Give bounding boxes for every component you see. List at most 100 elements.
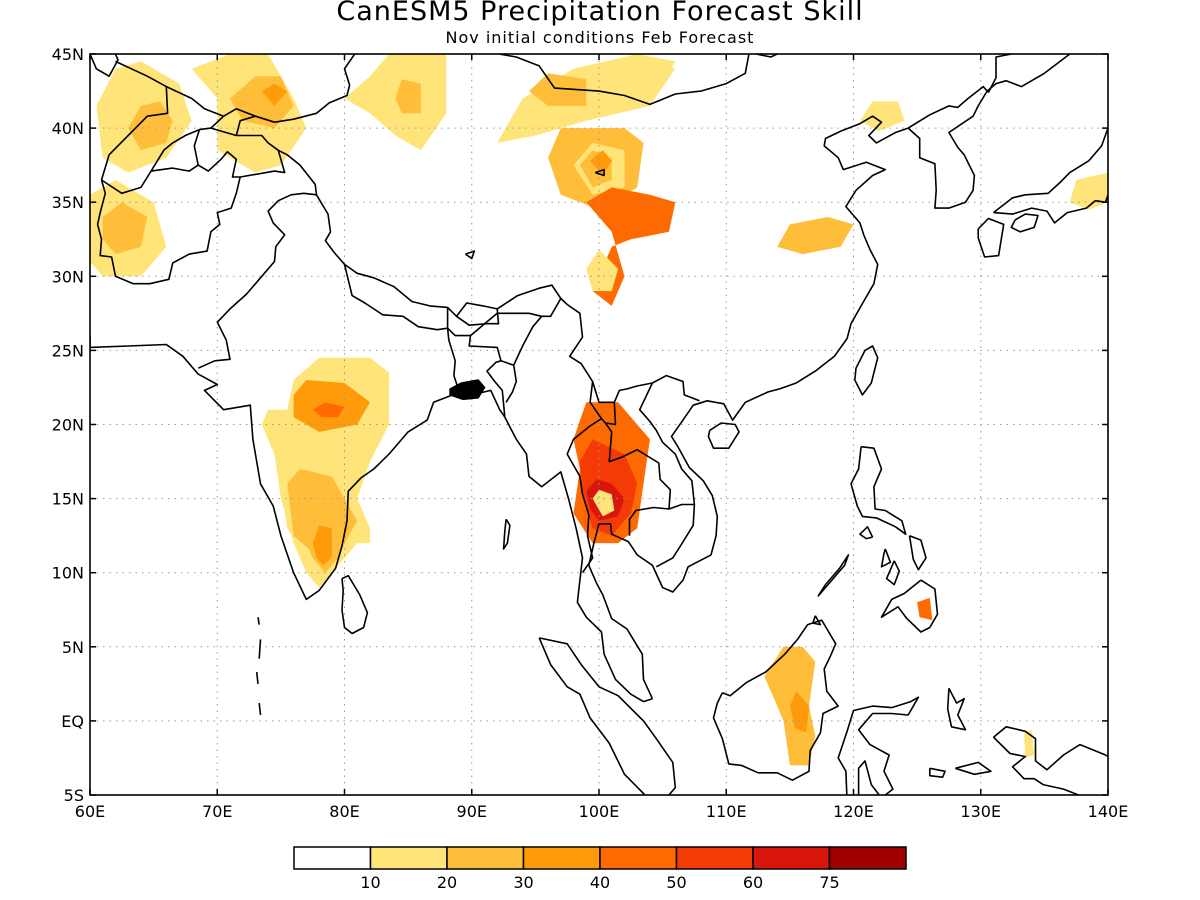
skill-region xyxy=(312,402,345,418)
coastline-segment xyxy=(907,54,1071,209)
coastline-segment xyxy=(907,85,990,129)
lon-tick-label: 110E xyxy=(706,802,747,821)
coastline-segment xyxy=(504,416,653,703)
coastline-segment xyxy=(880,548,892,568)
coastline-segment xyxy=(494,54,780,106)
colorbar-label: 60 xyxy=(743,873,763,892)
lon-tick-label: 130E xyxy=(960,802,1001,821)
skill-region xyxy=(590,150,612,176)
coastline-segment xyxy=(446,328,462,396)
lon-tick-label: 120E xyxy=(833,802,874,821)
coastline-segment xyxy=(850,445,907,536)
colorbar: 10 20 30 40 50 60 75 xyxy=(293,846,907,892)
colorbar-label: 20 xyxy=(437,873,457,892)
colorbar-label: 40 xyxy=(590,873,610,892)
coastline-segment xyxy=(589,381,617,426)
skill-region xyxy=(859,101,905,132)
lat-tick-label: 35N xyxy=(52,193,84,212)
coastline-segment xyxy=(955,761,992,776)
coastline-segment xyxy=(928,767,946,779)
skill-region xyxy=(586,249,619,292)
coastline-segment xyxy=(193,129,201,166)
map-title: CanESM5 Precipitation Forecast Skill xyxy=(336,0,864,27)
lat-tick-label: 5N xyxy=(62,638,84,657)
coastline-segment xyxy=(638,382,696,505)
skill-region xyxy=(395,79,421,114)
coastline-segment xyxy=(456,308,500,327)
colorbar-swatch xyxy=(752,846,831,870)
coastline-segment xyxy=(343,264,449,331)
colorbar-swatch xyxy=(369,846,448,870)
coastline-segment xyxy=(90,343,506,601)
lat-tick-label: 25N xyxy=(52,341,84,360)
coastline-segment xyxy=(587,115,909,700)
coastline-segment xyxy=(449,379,486,401)
coastline-segment xyxy=(277,149,318,195)
coastline-segment xyxy=(469,298,562,337)
coastline-segment xyxy=(500,360,518,403)
coastline-segment xyxy=(258,639,262,659)
lat-tick-label: 15N xyxy=(52,490,84,509)
skill-region xyxy=(1069,172,1108,210)
coastline-segment xyxy=(255,671,259,684)
lon-tick-label: 140E xyxy=(1088,802,1129,821)
skill-region xyxy=(777,217,854,255)
skill-region xyxy=(611,54,676,84)
skill-region xyxy=(789,691,809,733)
skill-region xyxy=(261,83,288,106)
coastline-segment xyxy=(566,417,602,574)
coastline-segment xyxy=(859,525,874,540)
coastline-segment xyxy=(257,617,260,625)
coastline-segment xyxy=(538,637,677,795)
lon-tick-label: 100E xyxy=(579,802,620,821)
coastline-segment xyxy=(885,560,901,586)
lat-tick-label: 45N xyxy=(52,45,84,64)
coastline-segment xyxy=(817,554,850,597)
lat-tick-label: 20N xyxy=(52,416,84,435)
colorbar-label: 75 xyxy=(819,873,839,892)
colorbar-swatch xyxy=(446,846,525,870)
coastline-segment xyxy=(712,619,840,782)
coastline-segment xyxy=(993,127,1108,214)
coastline-segment xyxy=(707,422,740,450)
lon-tick-label: 60E xyxy=(75,802,105,821)
skill-region xyxy=(592,489,615,517)
coastline-segment xyxy=(993,194,1108,224)
lat-tick-label: 30N xyxy=(52,267,84,286)
coastline-segment xyxy=(197,192,317,369)
colorbar-label: 10 xyxy=(360,873,380,892)
axis-ticks: 60E 70E 80E 90E 100E 110E 120E 130E 140E 5S EQ 5N 10… xyxy=(52,45,1129,821)
skill-region xyxy=(764,646,816,766)
coastline-segment xyxy=(150,127,212,172)
coastline-segment xyxy=(946,687,967,731)
coastlines-and-borders xyxy=(90,54,1108,795)
colorbar-swatch xyxy=(522,846,601,870)
coastline-segment xyxy=(655,503,696,568)
coastline-segment xyxy=(464,250,476,260)
coastline-segment xyxy=(987,54,1016,93)
coastline-segment xyxy=(992,725,1108,771)
colorbar-swatch xyxy=(293,846,372,870)
coastline-segment xyxy=(594,168,605,177)
coastline-segment xyxy=(880,579,939,633)
coastline-segment xyxy=(258,703,262,716)
coastline-segment xyxy=(992,736,1108,795)
lon-tick-label: 90E xyxy=(457,802,487,821)
coastline-segment xyxy=(90,54,119,77)
coastline-segment xyxy=(977,217,1005,258)
coastline-segment xyxy=(854,345,879,396)
coastline-segment xyxy=(1010,213,1039,233)
coastline-segment xyxy=(604,422,672,536)
coastline-segment xyxy=(235,115,256,136)
lat-tick-label: EQ xyxy=(61,712,84,731)
coastline-segment xyxy=(512,315,543,366)
skill-region xyxy=(102,202,148,255)
colorbar-label: 30 xyxy=(513,873,533,892)
lat-tick-label: 5S xyxy=(64,786,84,805)
coastline-segment xyxy=(341,574,369,635)
coastline-segment xyxy=(811,615,822,626)
skill-region xyxy=(312,525,332,566)
lon-tick-label: 70E xyxy=(202,802,232,821)
coastline-segment xyxy=(502,518,511,550)
